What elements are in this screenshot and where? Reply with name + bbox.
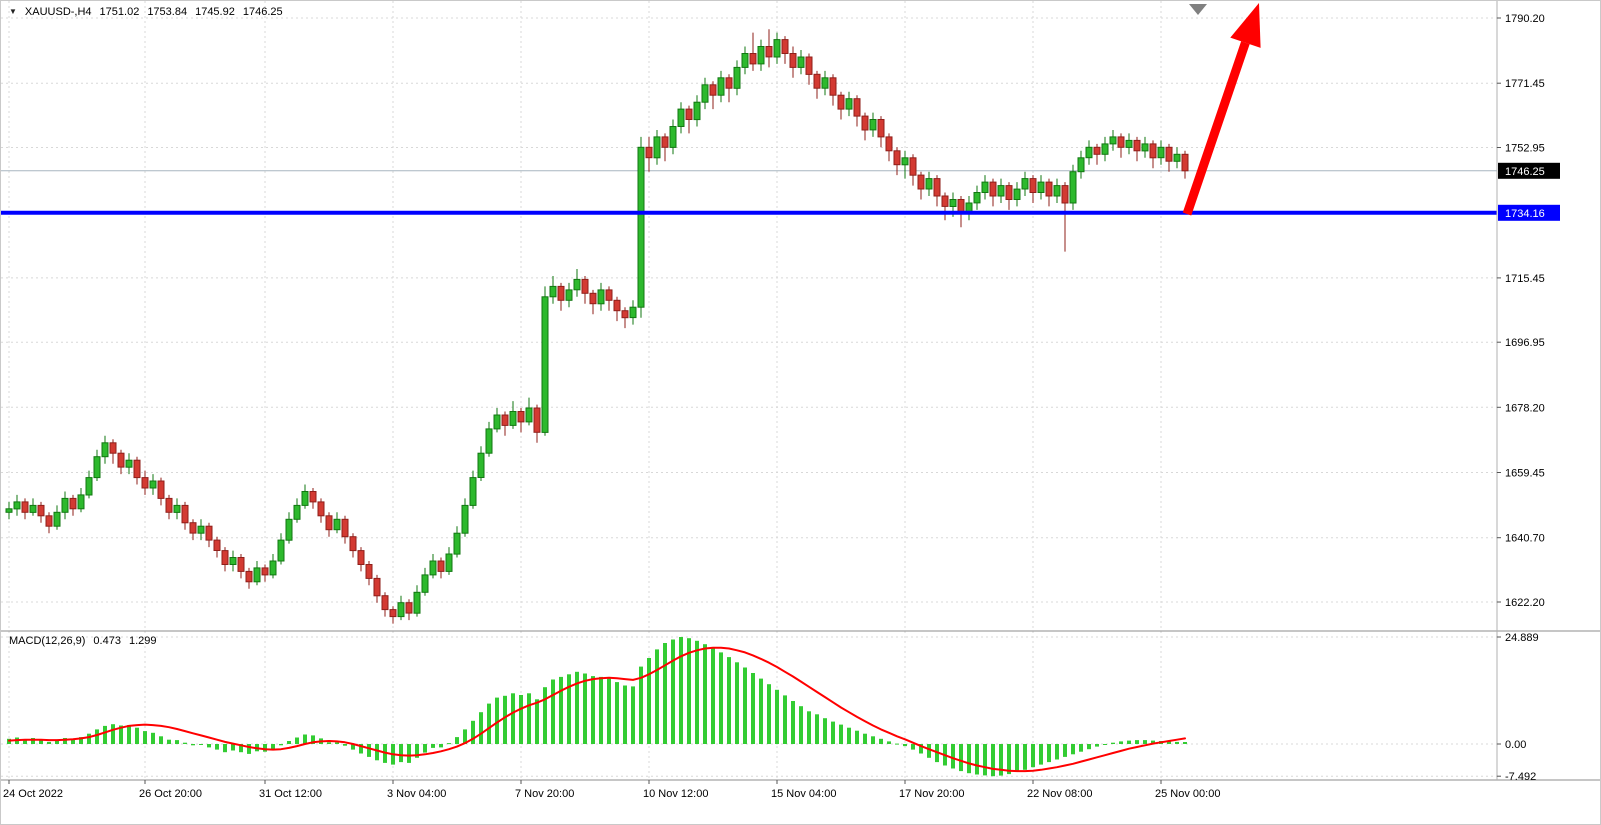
svg-text:1746.25: 1746.25 <box>1505 166 1545 178</box>
svg-text:22 Nov 08:00: 22 Nov 08:00 <box>1027 788 1092 800</box>
svg-text:1659.45: 1659.45 <box>1505 468 1545 480</box>
svg-text:1696.95: 1696.95 <box>1505 337 1545 349</box>
current-price-badge: 1746.25 <box>1498 162 1560 179</box>
svg-text:1790.20: 1790.20 <box>1505 13 1545 25</box>
svg-text:1622.20: 1622.20 <box>1505 597 1545 609</box>
candlestick-series <box>5 29 1189 624</box>
buy-signal-arrow[interactable] <box>1182 3 1261 216</box>
svg-text:24 Oct 2022: 24 Oct 2022 <box>3 788 63 800</box>
svg-text:1734.16: 1734.16 <box>1505 208 1545 220</box>
hline-price-badge: 1734.16 <box>1498 204 1560 221</box>
svg-text:1771.45: 1771.45 <box>1505 78 1545 90</box>
macd-signal-value: 1.299 <box>128 635 157 647</box>
ohlc-open-value: 1751.02 <box>99 6 140 18</box>
macd-signal-line <box>8 646 1186 773</box>
svg-text:1640.70: 1640.70 <box>1505 533 1545 545</box>
svg-text:1715.45: 1715.45 <box>1505 273 1545 285</box>
macd-label: MACD(12,26,9) <box>9 635 86 647</box>
ohlc-low-value: 1745.92 <box>195 6 235 18</box>
symbol-period-label: XAUUSD-,H4 <box>24 6 92 18</box>
price-axis[interactable]: 1790.20 1771.45 1752.95 1715.45 1696.95 1678.… <box>1497 13 1545 783</box>
svg-text:26 Oct 20:00: 26 Oct 20:00 <box>139 788 202 800</box>
svg-text:7 Nov 20:00: 7 Nov 20:00 <box>515 788 574 800</box>
svg-text:3 Nov 04:00: 3 Nov 04:00 <box>387 788 446 800</box>
svg-text:31 Oct 12:00: 31 Oct 12:00 <box>259 788 322 800</box>
chart-shift-marker[interactable] <box>1189 4 1207 15</box>
ohlc-high-value: 1753.84 <box>147 6 188 18</box>
ohlc-close-value: 1746.25 <box>242 6 283 18</box>
svg-text:1678.20: 1678.20 <box>1505 402 1545 414</box>
svg-text:25 Nov 00:00: 25 Nov 00:00 <box>1155 788 1220 800</box>
svg-text:24.889: 24.889 <box>1505 632 1539 644</box>
svg-text:15 Nov 04:00: 15 Nov 04:00 <box>771 788 836 800</box>
symbol-ohlc-info: ▼ XAUUSD-,H4 1751.02 1753.84 1745.92 174… <box>9 6 283 18</box>
time-axis[interactable]: 24 Oct 2022 26 Oct 20:00 31 Oct 12:00 3 Nov… <box>3 780 1220 800</box>
svg-text:-7.492: -7.492 <box>1505 771 1536 783</box>
macd-main-value: 0.473 <box>93 635 121 647</box>
svg-text:1752.95: 1752.95 <box>1505 143 1545 155</box>
svg-text:10 Nov 12:00: 10 Nov 12:00 <box>643 788 708 800</box>
svg-text:0.00: 0.00 <box>1505 739 1526 751</box>
svg-text:17 Nov 20:00: 17 Nov 20:00 <box>899 788 964 800</box>
macd-indicator-info: MACD(12,26,9) 0.473 1.299 <box>9 635 156 647</box>
chart-dropdown-icon[interactable]: ▼ <box>9 6 17 16</box>
